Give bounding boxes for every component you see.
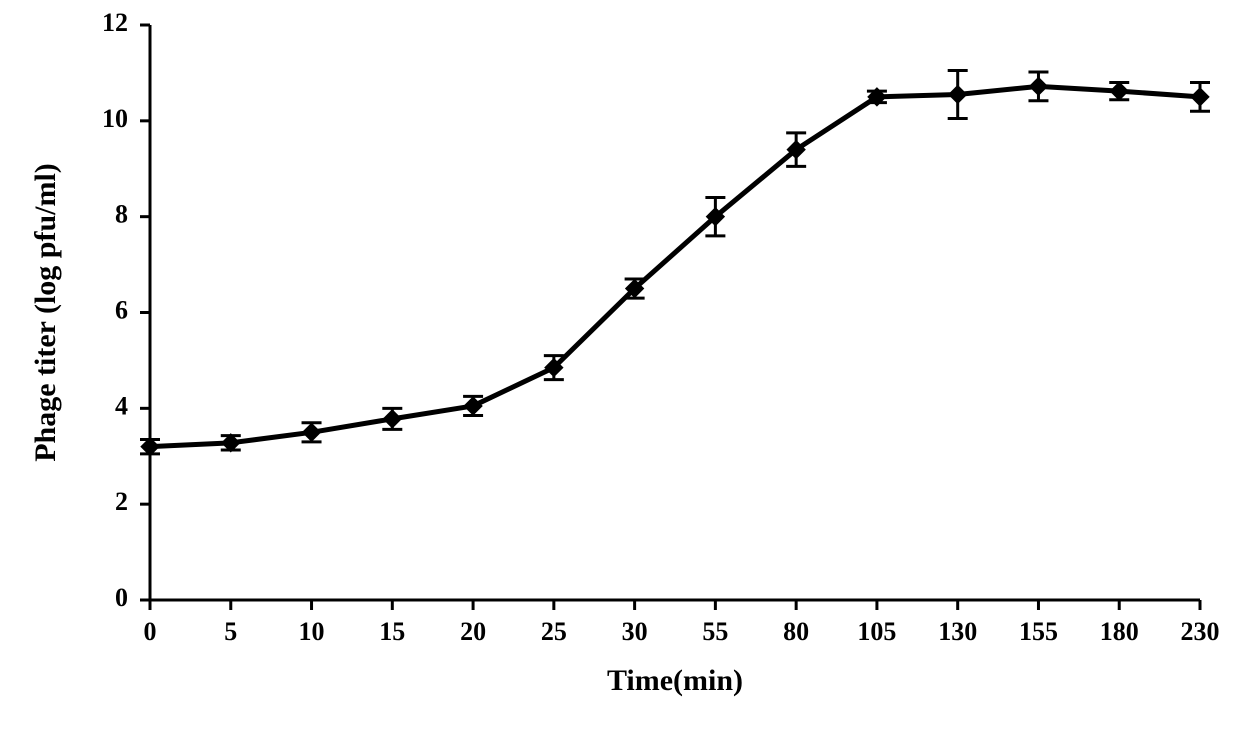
- x-tick-label: 5: [224, 617, 237, 646]
- series-line: [150, 86, 1200, 446]
- y-tick-label: 10: [102, 104, 128, 133]
- chart-svg: 0 2 4 6 8 10 12 0 5 10 15 20 25 30 55 80 105 130 155 180 230…: [0, 0, 1240, 736]
- data-point-marker: [383, 410, 401, 428]
- data-point-marker: [1191, 88, 1209, 106]
- y-tick-label: 6: [115, 295, 128, 324]
- x-tick-label: 105: [857, 617, 896, 646]
- growth-curve-chart: 0 2 4 6 8 10 12 0 5 10 15 20 25 30 55 80 105 130 155 180 230…: [0, 0, 1240, 736]
- data-point-marker: [1029, 77, 1047, 95]
- data-point-marker: [1110, 82, 1128, 100]
- x-tick-label: 10: [299, 617, 325, 646]
- x-tick-label: 25: [541, 617, 567, 646]
- x-tick-label: 20: [460, 617, 486, 646]
- y-tick-label: 8: [115, 200, 128, 229]
- x-tick-label: 155: [1019, 617, 1058, 646]
- x-tick-label: 15: [379, 617, 405, 646]
- x-tick-label: 130: [938, 617, 977, 646]
- y-axis-title: Phage titer (log pfu/ml): [29, 163, 62, 462]
- x-axis-title: Time(min): [607, 664, 743, 697]
- x-tick-label: 180: [1100, 617, 1139, 646]
- x-tick-label: 55: [702, 617, 728, 646]
- x-tick-label: 80: [783, 617, 809, 646]
- data-point-marker: [303, 423, 321, 441]
- x-tick-label: 230: [1181, 617, 1220, 646]
- y-tick-label: 4: [115, 391, 128, 420]
- data-point-marker: [464, 397, 482, 415]
- y-tick-label: 0: [115, 583, 128, 612]
- data-point-marker: [949, 85, 967, 103]
- x-tick-label: 30: [622, 617, 648, 646]
- x-tick-label: 0: [144, 617, 157, 646]
- y-tick-label: 12: [102, 8, 128, 37]
- y-tick-label: 2: [115, 487, 128, 516]
